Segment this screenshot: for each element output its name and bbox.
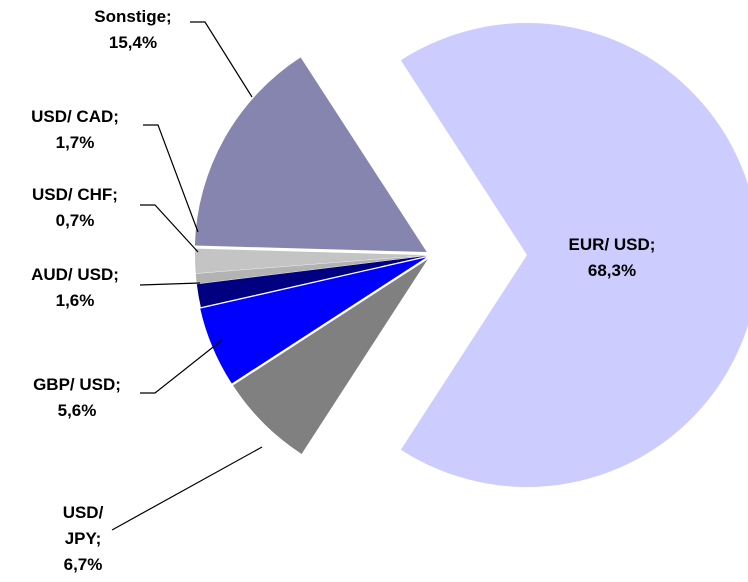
pie-slice	[200, 257, 427, 384]
leader-line	[111, 446, 263, 531]
leader-line	[140, 204, 199, 253]
slice-label: USD/ CAD; 1,7%	[31, 107, 119, 152]
slice-label-value: 15,4%	[109, 33, 157, 52]
slice-label: EUR/ USD; 68,3%	[569, 235, 656, 280]
pie-slice	[233, 259, 428, 454]
slice-label-name: USD/JPY;	[63, 503, 104, 548]
slice-label-value: 1,7%	[56, 133, 95, 152]
slice-label: AUD/ USD; 1,6%	[31, 265, 119, 310]
slice-label: USD/ CHF; 0,7%	[32, 185, 118, 230]
slice-label-value: 0,7%	[56, 211, 95, 230]
slice-label-name: USD/ CHF;	[32, 185, 118, 204]
slice-label-name: GBP/ USD;	[33, 375, 121, 394]
slice-label-value: 5,6%	[58, 401, 97, 420]
slice-label-name: Sonstige;	[94, 7, 171, 26]
pie-slice	[400, 23, 748, 487]
leader-line	[143, 124, 199, 233]
pie-slice	[196, 255, 428, 308]
pie-slice	[195, 248, 428, 274]
pie-slice	[194, 57, 427, 253]
slice-label-name: EUR/ USD;	[569, 235, 656, 254]
slice-label: USD/JPY; 6,7%	[63, 503, 104, 574]
slice-label-name: USD/ CAD;	[31, 107, 119, 126]
leader-line	[140, 339, 223, 394]
slice-label-value: 1,6%	[56, 291, 95, 310]
leader-line	[190, 21, 253, 98]
slice-label-value: 6,7%	[64, 555, 103, 574]
pie-slice	[195, 255, 428, 284]
slice-label-name-line: JPY;	[65, 529, 102, 548]
slice-label-value: 68,3%	[588, 261, 636, 280]
slice-label: Sonstige; 15,4%	[94, 7, 171, 52]
leader-line	[139, 282, 201, 286]
slice-label-name-line: USD/	[63, 503, 104, 522]
slice-label: GBP/ USD; 5,6%	[33, 375, 121, 420]
slice-label-name: AUD/ USD;	[31, 265, 119, 284]
